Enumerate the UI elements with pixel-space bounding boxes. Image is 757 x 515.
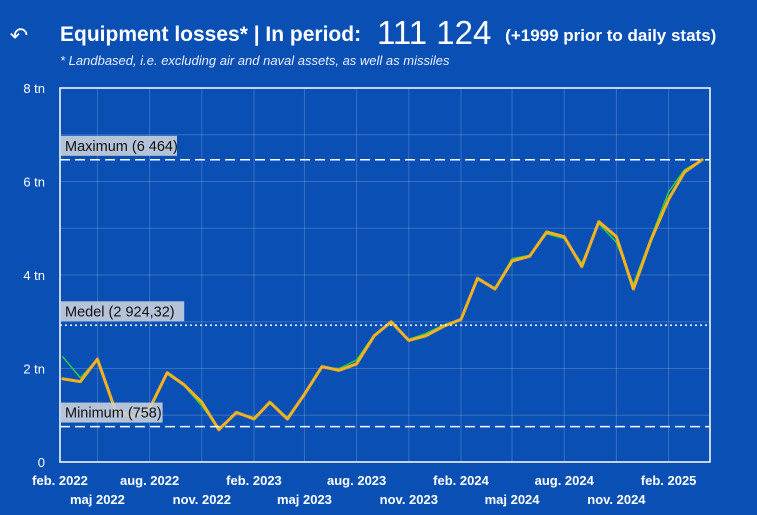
x-tick-label: feb. 2023 bbox=[226, 473, 282, 488]
y-tick-label: 6 tn bbox=[23, 175, 45, 190]
x-tick-label: aug. 2024 bbox=[535, 473, 595, 488]
x-tick-label: feb. 2022 bbox=[32, 473, 88, 488]
x-tick-label: nov. 2022 bbox=[173, 492, 231, 507]
series-line-primary bbox=[61, 158, 704, 432]
prior-note: (+1999 prior to daily stats) bbox=[505, 26, 717, 45]
total-value: 111 124 bbox=[376, 14, 492, 51]
reference-label-bg bbox=[61, 135, 177, 156]
title-label: Equipment losses* | In period: bbox=[60, 23, 362, 46]
x-tick-label: feb. 2024 bbox=[433, 473, 489, 488]
reference-label: Medel (2 924,32) bbox=[65, 304, 175, 320]
reference-label: Maximum (6 464) bbox=[65, 139, 178, 155]
x-tick-label: nov. 2023 bbox=[380, 492, 438, 507]
x-tick-label: aug. 2023 bbox=[327, 473, 386, 488]
reference-label-bg bbox=[61, 402, 163, 423]
x-tick-label: maj 2024 bbox=[485, 492, 541, 507]
subtitle: * Landbased, i.e. excluding air and nava… bbox=[60, 53, 450, 68]
x-tick-label: maj 2022 bbox=[70, 492, 125, 507]
x-tick-label: aug. 2022 bbox=[120, 473, 179, 488]
reference-label: Minimum (758) bbox=[65, 406, 162, 422]
y-tick-label: 2 tn bbox=[23, 362, 45, 377]
y-tick-label: 0 bbox=[38, 455, 45, 470]
header: ↶ Equipment losses* | In period: 111 124… bbox=[0, 0, 757, 80]
reference-label-bg bbox=[61, 301, 185, 322]
page-title: Equipment losses* | In period: 111 124 (… bbox=[60, 14, 716, 52]
x-tick-label: maj 2023 bbox=[277, 492, 332, 507]
y-tick-label: 4 tn bbox=[23, 268, 45, 283]
x-tick-label: feb. 2025 bbox=[641, 473, 697, 488]
x-tick-label: nov. 2024 bbox=[587, 492, 646, 507]
y-tick-label: 8 tn bbox=[23, 81, 45, 96]
undo-arrow-icon[interactable]: ↶ bbox=[9, 24, 29, 49]
